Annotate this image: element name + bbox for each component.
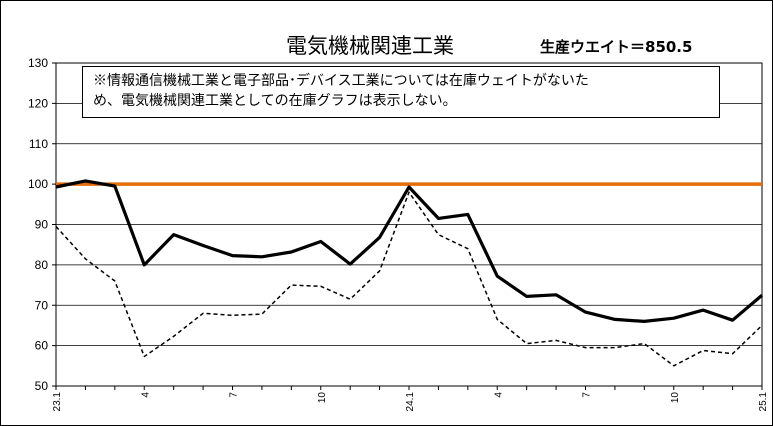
y-tick-label: 50 <box>35 379 49 393</box>
y-tick-label: 70 <box>35 298 49 312</box>
production-weight-label: 生産ウエイト＝850.5 <box>540 38 693 56</box>
x-tick-label: 24.1 <box>405 392 416 412</box>
series-dashed-line <box>55 191 763 367</box>
note-line-1: ※情報通信機械工業と電子部品･デバイス工業については在庫ウェイトがないた <box>93 73 589 89</box>
x-tick-label: 10 <box>670 392 681 404</box>
chart-title: 電気機械関連工業 <box>286 34 454 58</box>
series-solid-line <box>55 179 764 323</box>
x-tick-label: 4 <box>493 392 504 398</box>
x-tick-label: 7 <box>229 392 240 398</box>
x-tick-label: 7 <box>582 392 593 398</box>
x-tick-label: 23.1 <box>52 392 63 412</box>
y-tick-label: 120 <box>28 96 48 110</box>
y-tick-label: 80 <box>35 258 49 272</box>
y-tick-label: 110 <box>29 137 48 151</box>
y-tick-label: 60 <box>35 339 49 353</box>
note-box: ※情報通信機械工業と電子部品･デバイス工業については在庫ウェイトがないた め、電… <box>82 66 720 118</box>
x-tick-label: 25.1 <box>758 392 769 412</box>
y-tick-label: 100 <box>28 177 48 191</box>
y-tick-label: 130 <box>28 56 48 70</box>
note-line-2: め、電気機械関連工業としての在庫グラフは表示しない。 <box>93 93 457 109</box>
x-tick-label: 10 <box>317 392 328 404</box>
x-tick-label: 4 <box>140 392 151 398</box>
y-tick-label: 90 <box>35 218 49 232</box>
